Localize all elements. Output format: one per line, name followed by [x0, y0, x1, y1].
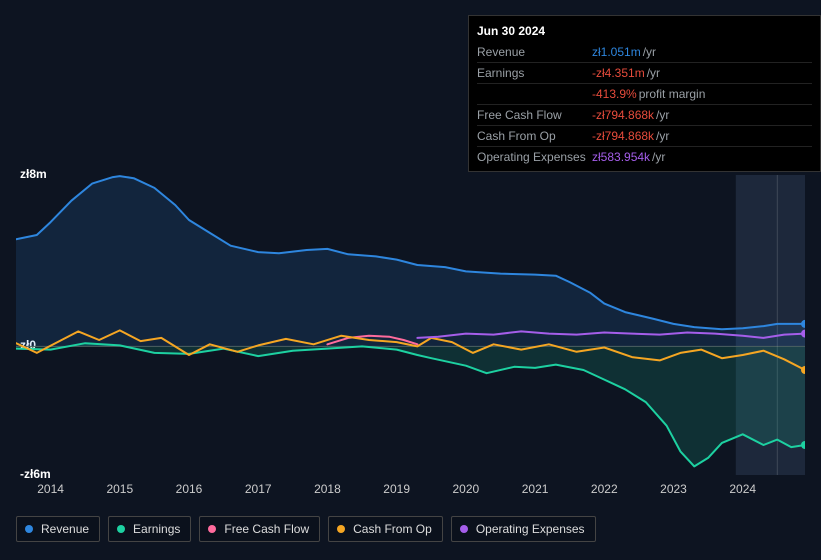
tooltip-row-value: -413.9%: [592, 85, 637, 103]
x-axis-tick: 2017: [245, 482, 272, 496]
x-axis-tick: 2020: [453, 482, 480, 496]
tooltip-row-unit: /yr: [643, 43, 656, 61]
tooltip-row-unit: /yr: [647, 64, 660, 82]
x-axis-tick: 2021: [522, 482, 549, 496]
tooltip-row-unit: /yr: [656, 127, 669, 145]
tooltip-row: Operating Expenseszł583.954k /yr: [477, 146, 812, 167]
tooltip-row-unit: /yr: [652, 148, 665, 166]
legend-item-free-cash-flow[interactable]: Free Cash Flow: [199, 516, 320, 542]
legend-dot-icon: [208, 525, 216, 533]
legend-item-label: Revenue: [41, 522, 89, 536]
tooltip-row-label: [477, 85, 592, 103]
x-axis-tick: 2023: [660, 482, 687, 496]
tooltip-row: -413.9% profit margin: [477, 83, 812, 104]
chart-legend: Revenue Earnings Free Cash Flow Cash From O…: [16, 516, 596, 542]
legend-item-revenue[interactable]: Revenue: [16, 516, 100, 542]
series-fill-earnings: [16, 343, 805, 466]
tooltip-row-value: -zł4.351m: [592, 64, 645, 82]
legend-dot-icon: [117, 525, 125, 533]
legend-item-label: Earnings: [133, 522, 180, 536]
tooltip-row-label: Operating Expenses: [477, 148, 592, 166]
tooltip-date: Jun 30 2024: [477, 22, 812, 40]
x-axis: 2014 2015 2016 2017 2018 2019 2020 2021 2022 2023…: [16, 482, 805, 500]
legend-item-label: Cash From Op: [353, 522, 432, 536]
tooltip-row-label: Revenue: [477, 43, 592, 61]
tooltip-row: Revenuezł1.051m /yr: [477, 42, 812, 62]
x-axis-tick: 2019: [383, 482, 410, 496]
financial-chart: Jun 30 2024 Revenuezł1.051m /yrEarnings-…: [0, 0, 821, 560]
tooltip-row-value: -zł794.868k: [592, 127, 654, 145]
tooltip-row-value: zł583.954k: [592, 148, 650, 166]
series-fill-revenue: [16, 176, 805, 346]
tooltip-row-label: Cash From Op: [477, 127, 592, 145]
legend-item-earnings[interactable]: Earnings: [108, 516, 191, 542]
x-axis-tick: 2018: [314, 482, 341, 496]
tooltip-row-value: -zł794.868k: [592, 106, 654, 124]
tooltip-row-unit: profit margin: [639, 85, 706, 103]
x-axis-tick: 2024: [729, 482, 756, 496]
tooltip-row: Free Cash Flow-zł794.868k /yr: [477, 104, 812, 125]
tooltip-row-label: Earnings: [477, 64, 592, 82]
tooltip-row-unit: /yr: [656, 106, 669, 124]
legend-item-operating-expenses[interactable]: Operating Expenses: [451, 516, 596, 542]
legend-dot-icon: [337, 525, 345, 533]
x-axis-tick: 2016: [176, 482, 203, 496]
legend-dot-icon: [25, 525, 33, 533]
x-axis-tick: 2015: [106, 482, 133, 496]
tooltip-row-label: Free Cash Flow: [477, 106, 592, 124]
legend-item-label: Free Cash Flow: [224, 522, 309, 536]
tooltip-row: Cash From Op-zł794.868k /yr: [477, 125, 812, 146]
legend-item-cash-from-op[interactable]: Cash From Op: [328, 516, 443, 542]
x-axis-tick: 2014: [37, 482, 64, 496]
x-axis-tick: 2022: [591, 482, 618, 496]
tooltip-row: Earnings-zł4.351m /yr: [477, 62, 812, 83]
chart-tooltip: Jun 30 2024 Revenuezł1.051m /yrEarnings-…: [468, 15, 821, 172]
tooltip-rows: Revenuezł1.051m /yrEarnings-zł4.351m /yr…: [477, 42, 812, 167]
legend-dot-icon: [460, 525, 468, 533]
legend-item-label: Operating Expenses: [476, 522, 585, 536]
chart-plot-area[interactable]: [16, 175, 805, 475]
chart-svg: [16, 175, 805, 475]
tooltip-row-value: zł1.051m: [592, 43, 641, 61]
